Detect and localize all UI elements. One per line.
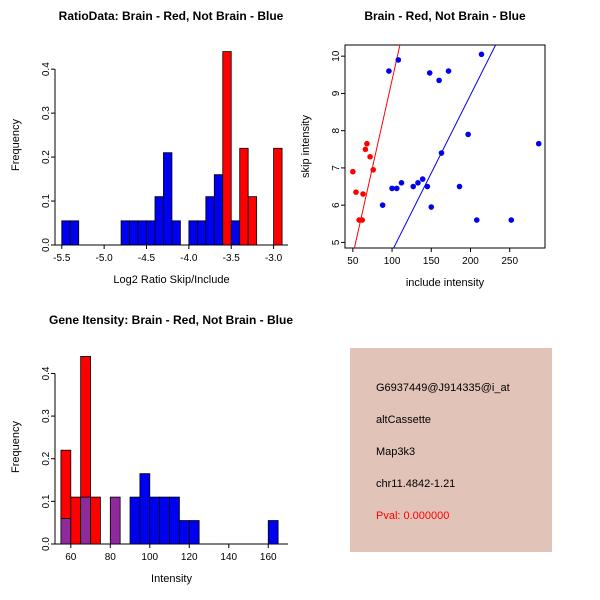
svg-text:9: 9 xyxy=(331,90,342,96)
intensity-scatter-title: Brain - Red, Not Brain - Blue xyxy=(364,9,526,23)
splice-event-type: altCassette xyxy=(376,414,432,426)
svg-text:Log2 Ratio Skip/Include: Log2 Ratio Skip/Include xyxy=(113,274,229,286)
svg-text:-3.0: -3.0 xyxy=(265,253,283,264)
pval: Pval: 0.000000 xyxy=(376,510,450,522)
gene-histogram-svg: Gene Itensity: Brain - Red, Not Brain - … xyxy=(10,313,293,585)
svg-text:80: 80 xyxy=(105,552,117,563)
svg-text:50: 50 xyxy=(347,256,359,267)
gene-histogram-title: Gene Itensity: Brain - Red, Not Brain - … xyxy=(49,313,293,327)
svg-text:10: 10 xyxy=(331,50,342,62)
ratio-hist-plot-area: -5.5 -5.0 -4.5 -4.0 -3.5 -3.0 0.0 0.1 0.2 0.3 0.4 L… xyxy=(10,51,288,286)
svg-text:0.0: 0.0 xyxy=(41,537,52,551)
svg-text:Intensity: Intensity xyxy=(151,573,192,585)
svg-text:0.2: 0.2 xyxy=(41,150,52,164)
svg-text:0.3: 0.3 xyxy=(41,106,52,120)
ratio-histogram-svg: RatioData: Brain - Red, Not Brain - Blue… xyxy=(10,9,288,286)
svg-text:0.4: 0.4 xyxy=(41,62,52,76)
svg-text:0.3: 0.3 xyxy=(41,409,52,423)
svg-text:include intensity: include intensity xyxy=(406,277,485,289)
gene-symbol: Map3k3 xyxy=(376,446,416,458)
svg-text:Frequency: Frequency xyxy=(10,119,22,171)
genomic-location: chr11.4842-1.21 xyxy=(376,478,456,490)
svg-text:5: 5 xyxy=(331,239,342,245)
ratio-histogram-title: RatioData: Brain - Red, Not Brain - Blue xyxy=(59,9,284,23)
intensity-scatter-plot-area: 50 100 150 200 250 5 6 7 8 9 10 include intensity sk… xyxy=(300,44,546,289)
svg-text:0.0: 0.0 xyxy=(41,238,52,252)
svg-text:60: 60 xyxy=(65,552,77,563)
svg-text:0.4: 0.4 xyxy=(41,366,52,380)
svg-text:-5.0: -5.0 xyxy=(96,253,114,264)
svg-text:160: 160 xyxy=(260,552,277,563)
svg-text:-4.5: -4.5 xyxy=(138,253,156,264)
svg-text:250: 250 xyxy=(501,256,518,267)
svg-text:0.2: 0.2 xyxy=(41,451,52,465)
gene-hist-plot-area: 60 80 100 120 140 160 0.0 0.1 0.2 0.3 0.4 Intensity… xyxy=(10,355,288,585)
svg-text:skip intensity: skip intensity xyxy=(300,115,312,178)
svg-text:7: 7 xyxy=(331,165,342,171)
intensity-scatter-svg: Brain - Red, Not Brain - Blue 50 100 150 20… xyxy=(300,9,546,289)
svg-text:0.1: 0.1 xyxy=(41,194,52,208)
svg-text:200: 200 xyxy=(462,256,479,267)
panel-ratio-histogram: RatioData: Brain - Red, Not Brain - Blue… xyxy=(0,0,300,300)
svg-text:Frequency: Frequency xyxy=(10,421,22,473)
svg-text:0.1: 0.1 xyxy=(41,494,52,508)
svg-text:8: 8 xyxy=(331,127,342,133)
svg-text:150: 150 xyxy=(423,256,440,267)
svg-text:6: 6 xyxy=(331,202,342,208)
svg-text:-5.5: -5.5 xyxy=(53,253,71,264)
panel-intensity-scatter: Brain - Red, Not Brain - Blue 50 100 150 20… xyxy=(300,0,600,300)
svg-text:120: 120 xyxy=(181,552,198,563)
svg-text:100: 100 xyxy=(384,256,401,267)
svg-text:-3.5: -3.5 xyxy=(223,253,241,264)
probe-id: G6937449@J914335@i_at xyxy=(376,382,510,394)
svg-text:140: 140 xyxy=(220,552,237,563)
svg-text:-4.0: -4.0 xyxy=(180,253,198,264)
panel-gene-histogram: Gene Itensity: Brain - Red, Not Brain - … xyxy=(0,300,300,600)
gene-info-box: G6937449@J914335@i_at altCassette Map3k3… xyxy=(350,348,552,552)
svg-text:100: 100 xyxy=(141,552,158,563)
